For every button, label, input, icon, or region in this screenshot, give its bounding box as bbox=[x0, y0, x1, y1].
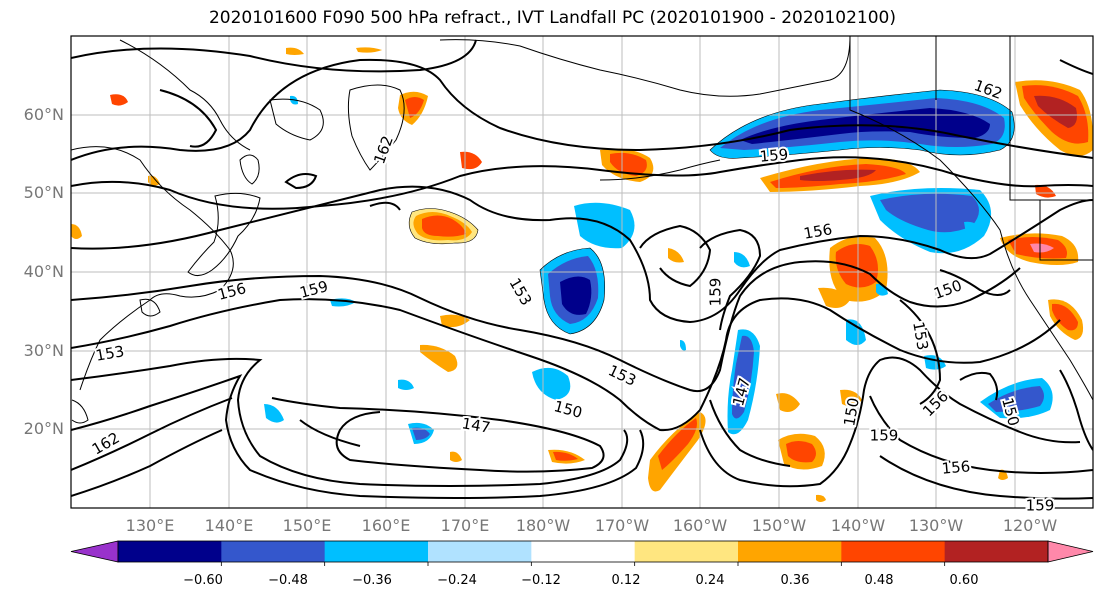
colorbar-extend-max bbox=[1047, 540, 1094, 563]
lon-label-120w: 120°W bbox=[1002, 516, 1058, 535]
lat-label-50n: 50°N bbox=[23, 183, 64, 202]
lat-label-40n: 40°N bbox=[23, 262, 64, 281]
lon-label-170e: 170°E bbox=[440, 516, 490, 535]
contour-label: 159 bbox=[1026, 497, 1055, 515]
colorbar-frame bbox=[117, 540, 1049, 563]
contour-label: 159 bbox=[870, 427, 899, 445]
chart-title: 2020101600 F090 500 hPa refract., IVT La… bbox=[208, 8, 896, 28]
colorbar-tick-label: 0.60 bbox=[949, 573, 979, 588]
lon-label-140e: 140°E bbox=[204, 516, 254, 535]
colorbar-segment bbox=[531, 541, 636, 562]
map-frame bbox=[70, 35, 1094, 509]
height-contours bbox=[71, 39, 1093, 500]
colorbar-tick-label: −0.12 bbox=[521, 573, 561, 588]
colorbar-tick-label: −0.36 bbox=[352, 573, 392, 588]
colorbar-segment bbox=[118, 541, 222, 562]
colorbar-tick-label: 0.48 bbox=[864, 573, 894, 588]
lon-label-160e: 160°E bbox=[361, 516, 411, 535]
map-panel bbox=[71, 36, 1093, 508]
lon-label-160w: 160°W bbox=[672, 516, 728, 535]
positive-anomalies bbox=[71, 47, 1093, 502]
colorbar-extend-min bbox=[70, 540, 119, 563]
lon-label-170w: 170°W bbox=[594, 516, 650, 535]
lat-label-30n: 30°N bbox=[23, 341, 64, 360]
graticule bbox=[71, 36, 1093, 508]
contour-label: 159 bbox=[759, 145, 789, 165]
lat-label-20n: 20°N bbox=[23, 419, 64, 438]
lon-label-180w: 180°W bbox=[515, 516, 571, 535]
colorbar-segment bbox=[324, 541, 429, 562]
lon-label-140w: 140°W bbox=[830, 516, 886, 535]
lat-label-60n: 60°N bbox=[23, 105, 64, 124]
contour-label: 156 bbox=[941, 457, 971, 477]
lon-label-130e: 130°E bbox=[125, 516, 175, 535]
colorbar bbox=[70, 540, 1094, 566]
shading-outlines bbox=[408, 89, 1015, 335]
colorbar-segment bbox=[738, 541, 842, 562]
colorbar-tick-label: 0.36 bbox=[780, 573, 810, 588]
colorbar-segment bbox=[221, 541, 326, 562]
colorbar-tick-label: −0.60 bbox=[183, 573, 223, 588]
colorbar-tick-label: −0.24 bbox=[437, 573, 477, 588]
colorbar-tick-label: 0.12 bbox=[611, 573, 641, 588]
colorbar-segment bbox=[634, 541, 739, 562]
colorbar-tick-label: −0.48 bbox=[268, 573, 308, 588]
colorbar-segment bbox=[841, 541, 946, 562]
lon-label-150e: 150°E bbox=[282, 516, 332, 535]
coastlines bbox=[71, 36, 1093, 424]
contour-label: 159 bbox=[707, 278, 725, 307]
colorbar-segment bbox=[428, 541, 532, 562]
lon-label-150w: 150°W bbox=[751, 516, 807, 535]
colorbar-tick-label: 0.24 bbox=[695, 573, 725, 588]
lon-label-130w: 130°W bbox=[908, 516, 964, 535]
colorbar-segment bbox=[944, 541, 1049, 562]
